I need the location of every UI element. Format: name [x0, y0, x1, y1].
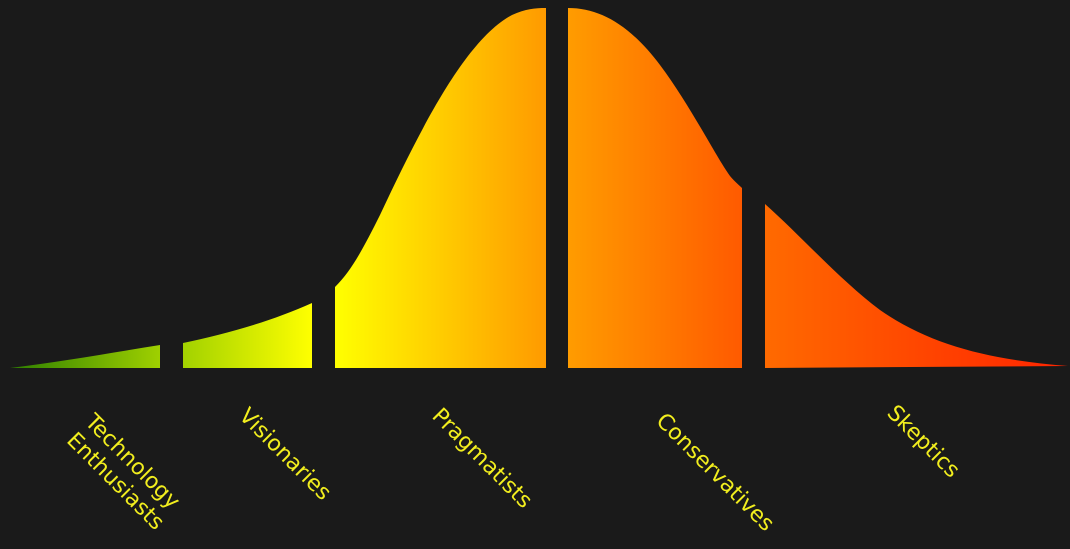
segment-visionaries — [183, 303, 312, 368]
segment-label-line: Conservatives — [651, 409, 779, 537]
segment-label-line: Visionaries — [234, 404, 336, 506]
segment-label-conservatives: Conservatives — [651, 409, 779, 537]
segment-label-line: Skeptics — [882, 401, 965, 484]
segment-technology-enthusiasts — [10, 345, 160, 368]
segment-conservatives — [568, 8, 742, 368]
segment-label-line: Pragmatists — [427, 404, 537, 514]
segment-label-technology-enthusiasts: Technology Enthusiasts — [61, 409, 190, 538]
segment-label-skeptics: Skeptics — [882, 401, 965, 484]
segment-label-pragmatists: Pragmatists — [427, 404, 537, 514]
segment-skeptics — [765, 204, 1068, 368]
segment-pragmatists — [335, 8, 546, 368]
segment-label-visionaries: Visionaries — [234, 404, 336, 506]
